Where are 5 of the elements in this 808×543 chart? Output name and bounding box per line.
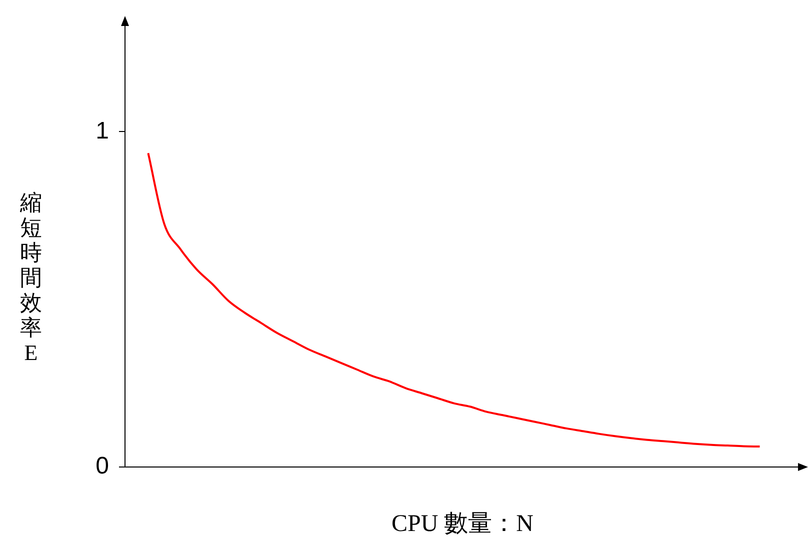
line-series [147, 152, 761, 448]
y-axis-title: 縮短時間效率E [19, 190, 43, 365]
y-tick-label: 0 [96, 452, 109, 480]
y-tick-label: 1 [96, 117, 109, 144]
x-axis-title: CPU 數量：N [391, 510, 534, 537]
